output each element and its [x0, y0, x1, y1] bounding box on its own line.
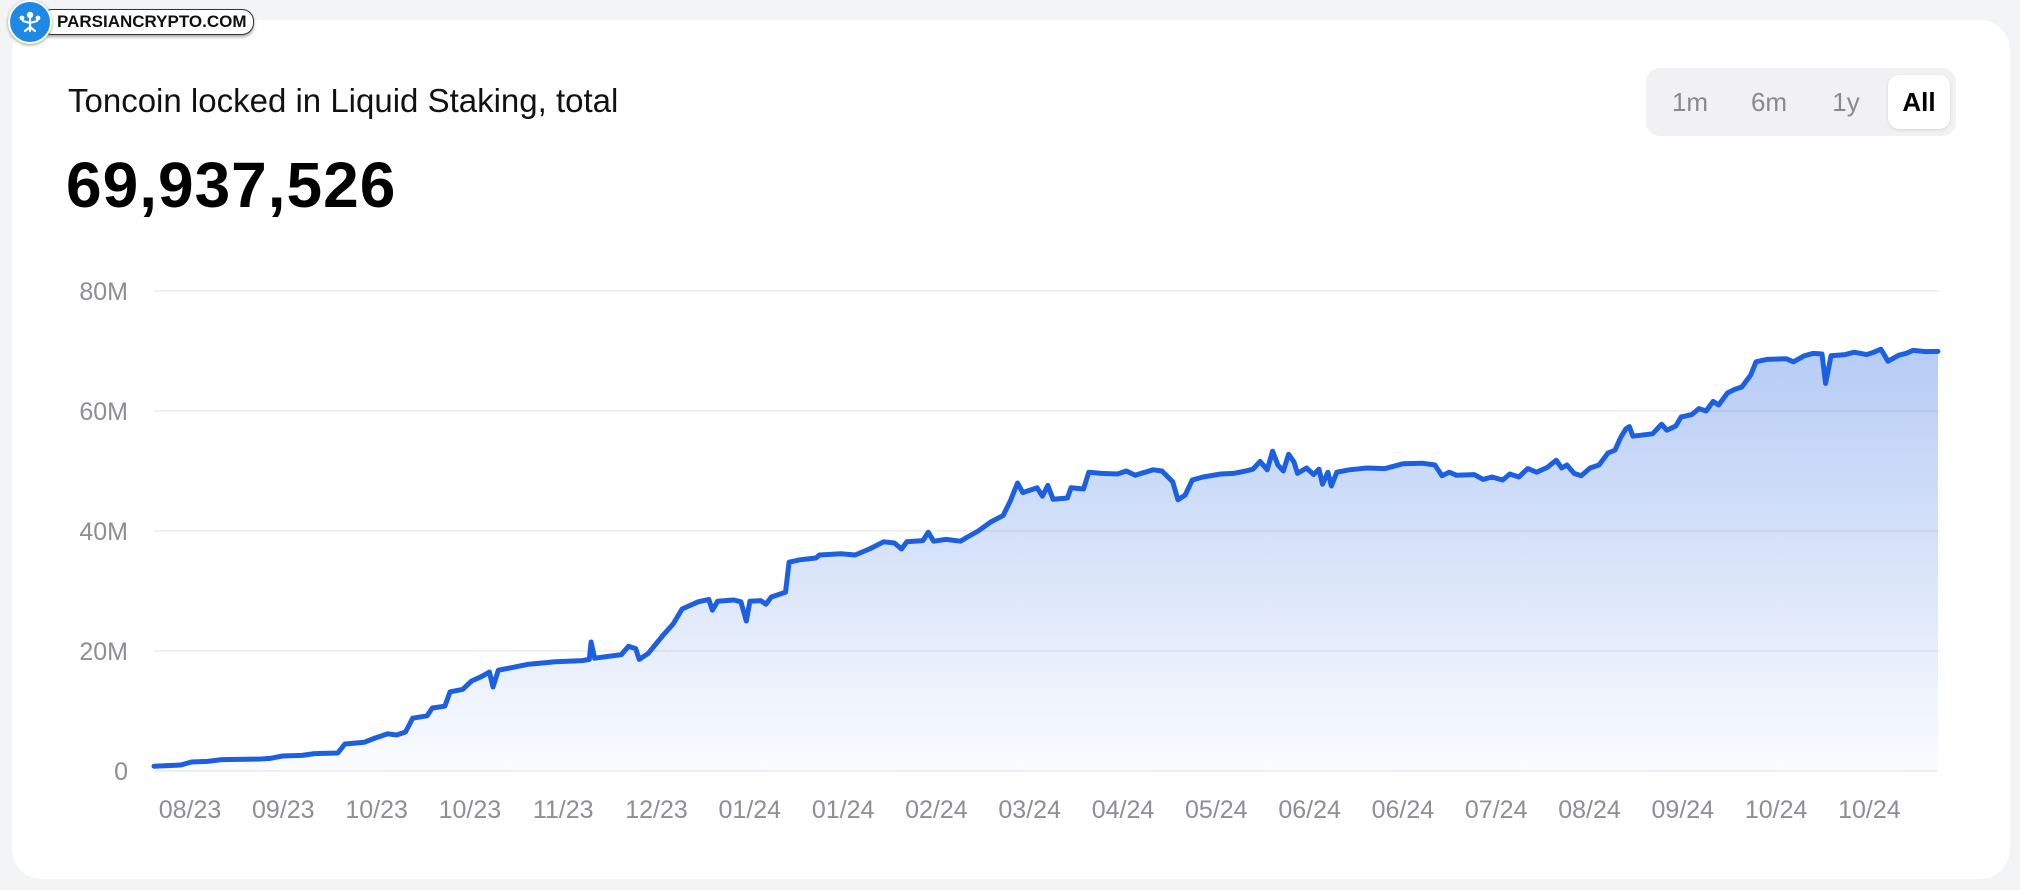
x-tick-label: 11/23 — [533, 796, 594, 824]
x-tick-label: 10/24 — [1838, 796, 1901, 824]
range-button-6m[interactable]: 6m — [1750, 87, 1788, 117]
y-tick-label: 80M — [79, 278, 128, 306]
time-range-selector: 1m 6m 1y All — [1646, 68, 1956, 136]
x-tick-label: 10/24 — [1745, 796, 1808, 824]
y-axis-ticks: 0 20M 40M 60M 80M — [79, 278, 128, 786]
range-button-1m[interactable]: 1m — [1671, 87, 1709, 117]
x-tick-label: 06/24 — [1372, 796, 1435, 824]
x-tick-label: 12/23 — [625, 796, 688, 824]
x-tick-label: 08/24 — [1558, 796, 1621, 824]
x-tick-label: 08/23 — [159, 796, 222, 824]
y-tick-label: 0 — [114, 758, 128, 786]
y-tick-label: 40M — [79, 518, 128, 546]
x-tick-label: 06/24 — [1278, 796, 1341, 824]
x-axis-ticks: 08/23 09/23 10/23 10/23 11/23 12/23 01/24 01/24… — [159, 796, 1901, 824]
series-area — [154, 349, 1938, 771]
x-tick-label: 10/23 — [439, 796, 502, 824]
people-logo-icon — [8, 0, 52, 44]
x-tick-label: 01/24 — [812, 796, 875, 824]
chart-title: Toncoin locked in Liquid Staking, total — [68, 82, 619, 119]
x-tick-label: 09/23 — [252, 796, 315, 824]
range-button-1y[interactable]: 1y — [1832, 87, 1860, 117]
range-button-all[interactable]: All — [1888, 75, 1950, 129]
x-tick-label: 03/24 — [998, 796, 1061, 824]
x-tick-label: 04/24 — [1092, 796, 1155, 824]
series-line — [151, 346, 1941, 769]
y-tick-label: 60M — [79, 398, 128, 426]
watermark-text: PARSIANCRYPTO.COM — [40, 9, 254, 35]
watermark: PARSIANCRYPTO.COM — [8, 0, 254, 44]
x-tick-label: 05/24 — [1185, 796, 1248, 824]
x-tick-label: 10/23 — [345, 796, 408, 824]
total-value: 69,937,526 — [66, 149, 397, 221]
x-tick-label: 09/24 — [1652, 796, 1715, 824]
x-tick-label: 01/24 — [719, 796, 782, 824]
y-tick-label: 20M — [79, 638, 128, 666]
x-tick-label: 02/24 — [905, 796, 968, 824]
x-tick-label: 07/24 — [1465, 796, 1528, 824]
